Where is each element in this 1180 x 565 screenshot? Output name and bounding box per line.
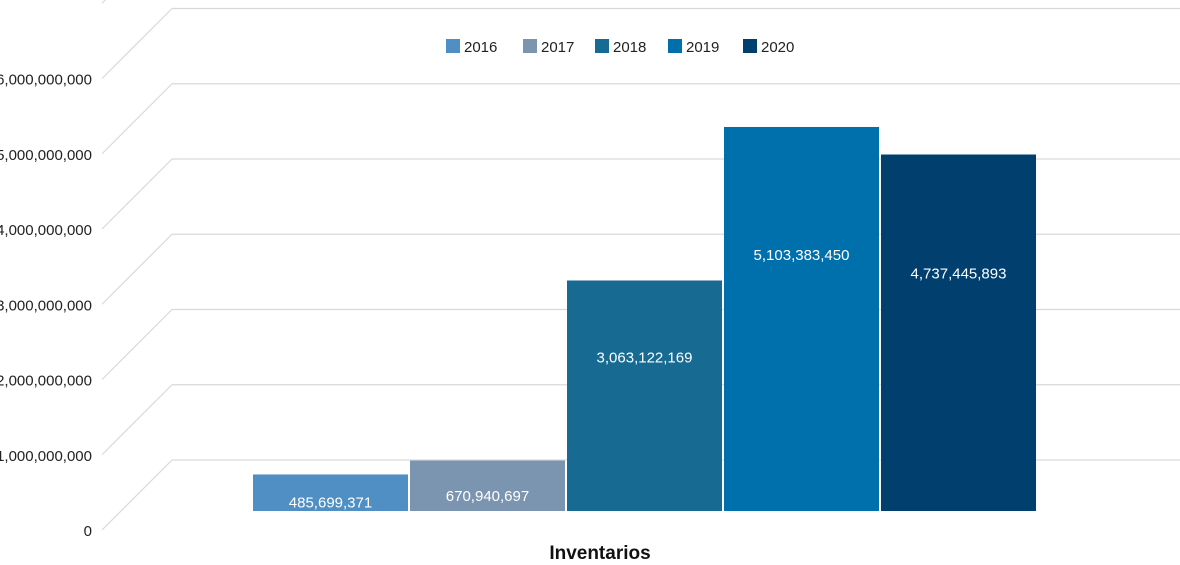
bar-value-label: 670,940,697	[446, 488, 529, 505]
legend-label: 2017	[541, 39, 574, 56]
bar-2017	[410, 460, 565, 511]
gridline-depth	[101, 0, 107, 4]
gridline-depth	[101, 158, 173, 230]
legend-label: 2019	[686, 39, 719, 56]
bar-2020	[881, 154, 1036, 511]
bar-value-label: 3,063,122,169	[597, 349, 693, 366]
y-tick-label: 2,000,000,000	[0, 373, 92, 390]
y-tick-label: 3,000,000,000	[0, 297, 92, 314]
gridline-depth	[101, 309, 173, 380]
legend-swatch	[595, 39, 609, 53]
legend-label: 2018	[613, 39, 646, 56]
gridline-depth	[101, 8, 173, 79]
gridline-depth	[101, 384, 173, 456]
y-tick-label: 0	[84, 523, 92, 540]
y-tick-label: 1,000,000,000	[0, 448, 92, 465]
legend-swatch	[743, 39, 757, 53]
x-category-label: Inventarios	[549, 543, 650, 564]
bar-2019	[724, 126, 879, 511]
y-axis-ticks: 0 1,000,000,000 2,000,000,000 3,000,000,000…	[0, 72, 92, 541]
bar-value-label: 485,699,371	[289, 495, 372, 512]
legend-label: 2020	[761, 39, 794, 56]
y-tick-label: 6,000,000,000	[0, 72, 92, 89]
legend-swatch	[523, 39, 537, 53]
y-tick-label: 4,000,000,000	[0, 222, 92, 239]
bar-value-label: 5,103,383,450	[754, 247, 850, 264]
bar-value-label: 4,737,445,893	[911, 265, 1007, 282]
gridline-depth	[101, 233, 173, 305]
legend-label: 2016	[464, 39, 497, 56]
bar-2016	[253, 474, 408, 511]
legend: 2016 2017 2018 2019 2020	[446, 39, 794, 56]
legend-swatch	[668, 39, 682, 53]
gridline-depth	[101, 459, 173, 531]
gridline-depth	[101, 83, 173, 155]
legend-swatch	[446, 39, 460, 53]
bar-2018	[567, 280, 722, 511]
y-tick-label: 5,000,000,000	[0, 147, 92, 164]
bars: 485,699,371 670,940,697 3,063,122,169 5,103…	[253, 126, 1036, 512]
